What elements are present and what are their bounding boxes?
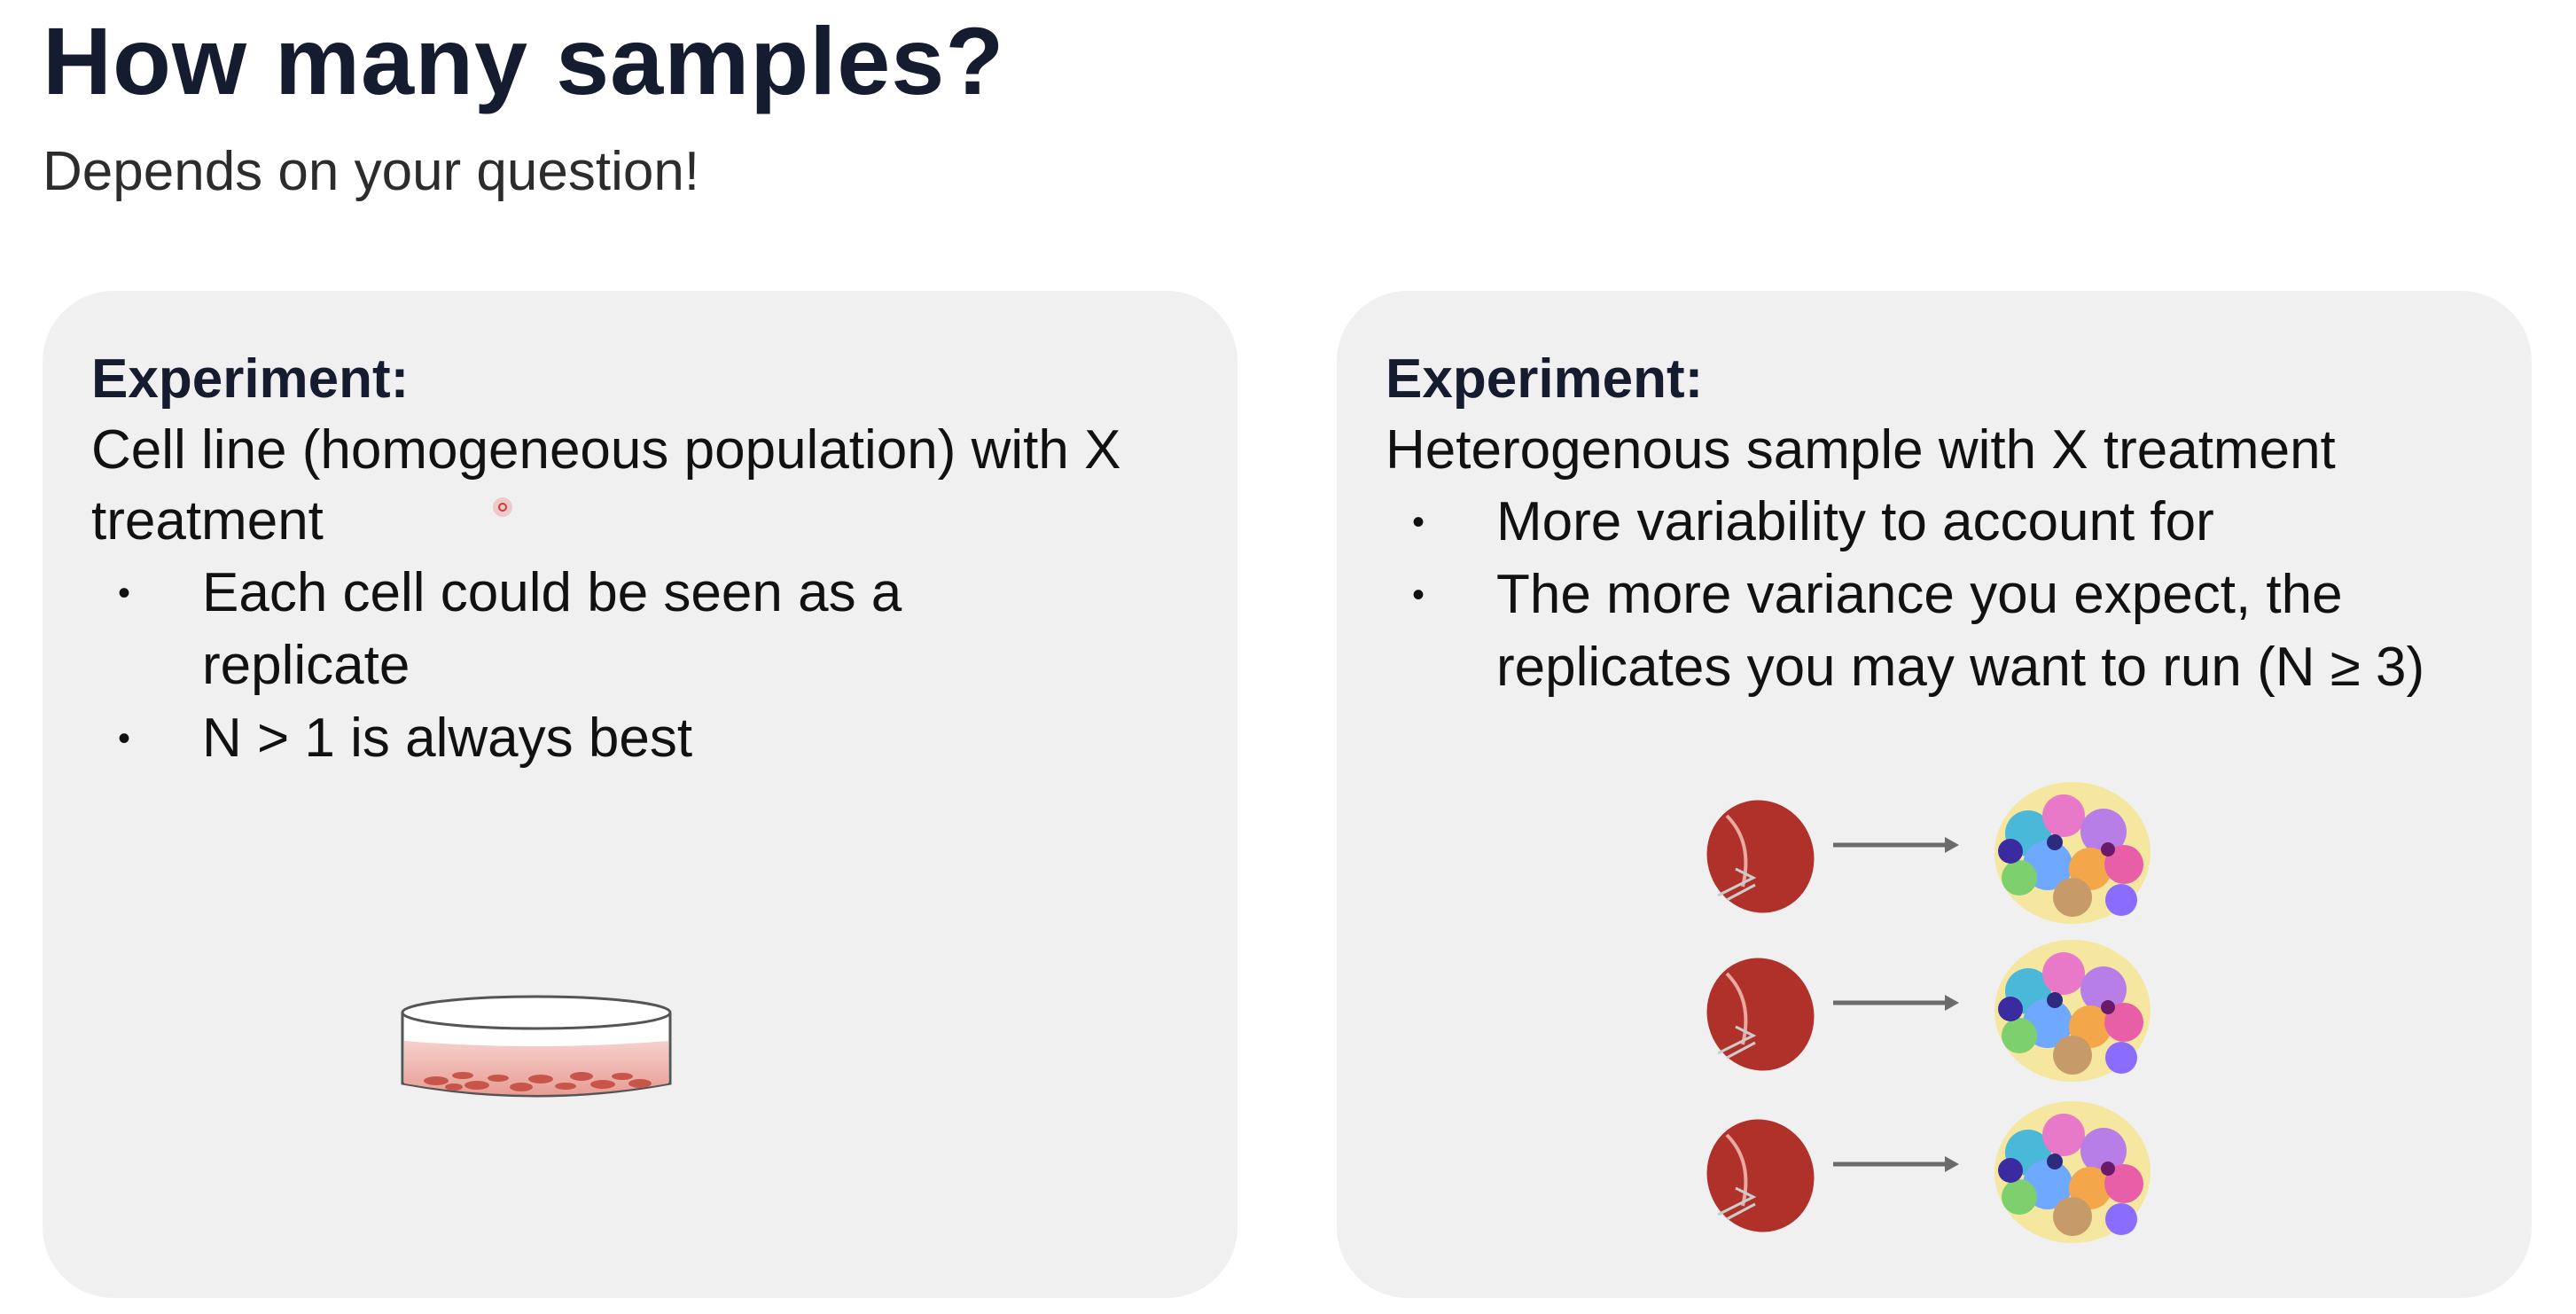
illustration-row	[1706, 940, 2151, 1082]
spleen-icon	[1706, 958, 1815, 1071]
left-bullet-list: • Each cell could be seen as a replicate…	[91, 557, 1202, 775]
left-experiment-panel: Experiment: Cell line (homogeneous popul…	[43, 291, 1237, 1298]
right-panel-description: Heterogenous sample with X treatment	[1386, 419, 2336, 481]
illustration-row	[1706, 1101, 2151, 1243]
slide-subtitle: Depends on your question!	[43, 141, 700, 202]
bullet-item: • Each cell could be seen as a replicate	[91, 557, 1071, 702]
cell-cluster-icon	[1994, 782, 2151, 924]
right-experiment-panel: Experiment: Heterogenous sample with X t…	[1337, 291, 2532, 1298]
spleen-icon	[1706, 1119, 1815, 1232]
arrow-right-icon	[1833, 995, 1959, 1011]
bullet-dot-icon: •	[1412, 575, 1425, 614]
arrow-right-icon	[1833, 1156, 1959, 1172]
cell-cluster-icon	[1994, 1101, 2151, 1243]
bullet-text: Each cell could be seen as a replicate	[202, 562, 902, 696]
spleen-icon	[1706, 800, 1815, 913]
arrow-right-icon	[1833, 837, 1959, 853]
left-panel-description: Cell line (homogeneous population) with …	[91, 419, 1121, 551]
bullet-dot-icon: •	[1412, 503, 1425, 542]
bullet-text: The more variance you expect, the replic…	[1496, 564, 2425, 698]
slide-title: How many samples?	[43, 7, 1005, 114]
right-panel-heading: Experiment:	[1386, 348, 1704, 410]
bullet-text: N > 1 is always best	[202, 708, 693, 769]
bullet-dot-icon: •	[118, 574, 131, 613]
petri-dish-icon	[401, 995, 672, 1098]
bullet-text: More variability to account for	[1496, 491, 2214, 552]
pointer-cursor-icon	[493, 497, 512, 517]
bullet-dot-icon: •	[118, 719, 131, 758]
cell-cluster-icon	[1994, 940, 2151, 1082]
illustration-row	[1706, 782, 2151, 924]
bullet-item: • The more variance you expect, the repl…	[1386, 559, 2525, 704]
bullet-item: • N > 1 is always best	[91, 702, 1202, 775]
bullet-item: • More variability to account for	[1386, 486, 2496, 559]
left-panel-heading: Experiment:	[91, 348, 410, 410]
right-bullet-list: • More variability to account for • The …	[1386, 486, 2496, 704]
